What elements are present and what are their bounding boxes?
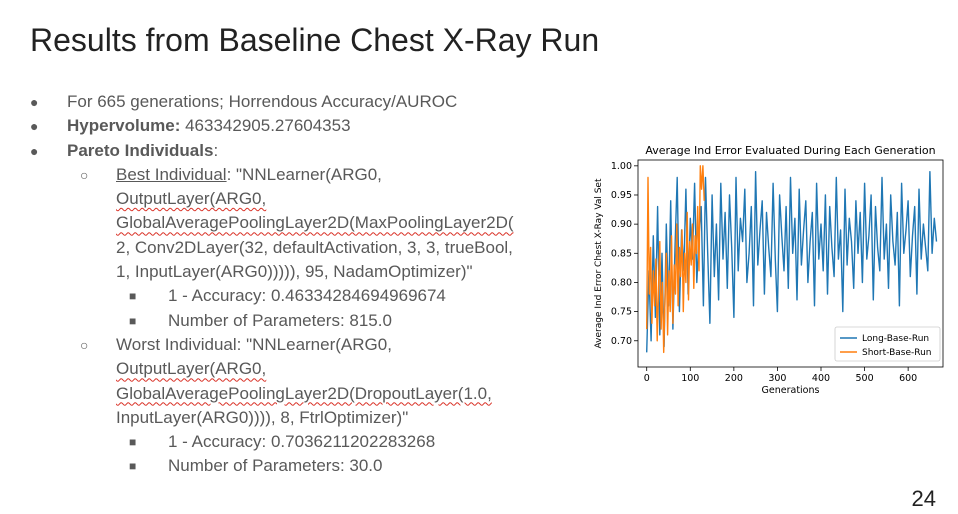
worst-accuracy-item: ■ 1 - Accuracy: 0.7036211202283268 <box>0 430 580 454</box>
series-line-0 <box>646 171 938 353</box>
y-tick-label: 0.80 <box>611 277 632 288</box>
slide-title: Results from Baseline Chest X-Ray Run <box>30 22 600 58</box>
best-accuracy-item: ■ 1 - Accuracy: 0.46334284694969674 <box>0 284 580 308</box>
best-params: Number of Parameters: 815.0 <box>168 310 392 330</box>
y-tick-label: 0.70 <box>611 336 632 347</box>
bullet-circle-icon: ○ <box>80 166 89 183</box>
best-line-2: GlobalAveragePoolingLayer2D(MaxPoolingLa… <box>116 213 514 233</box>
x-tick-label: 200 <box>725 373 743 384</box>
series-line-1 <box>646 165 705 354</box>
best-line-0: : "NNLearner(ARG0, <box>226 164 382 184</box>
worst-line-3: InputLayer(ARG0)))), 8, FtrlOptimizer)" <box>116 407 409 427</box>
worst-individual-item: ○ Worst Individual: "NNLearner(ARG0, Out… <box>0 333 580 430</box>
y-tick-label: 0.75 <box>611 307 632 318</box>
bullet-pareto: ● Pareto Individuals: <box>0 139 580 163</box>
worst-line-1: OutputLayer(ARG0, <box>116 359 267 379</box>
best-individual-item: ○ Best Individual: "NNLearner(ARG0, Outp… <box>0 163 580 284</box>
bullet-dot-icon: ● <box>30 94 39 110</box>
bullet-square-icon: ■ <box>129 435 137 450</box>
bullet-generations: ● For 665 generations; Horrendous Accura… <box>0 90 580 114</box>
best-params-item: ■ Number of Parameters: 815.0 <box>0 309 580 333</box>
legend-box <box>834 326 941 362</box>
page-number: 24 <box>911 486 936 511</box>
x-tick-label: 600 <box>899 373 917 384</box>
plot-frame <box>637 159 944 368</box>
hypervolume-value: 463342905.27604353 <box>180 116 351 136</box>
generations-text: For 665 generations; Horrendous Accuracy… <box>67 92 458 111</box>
bullet-square-icon: ■ <box>129 289 137 304</box>
bullet-square-icon: ■ <box>129 459 137 474</box>
worst-params: Number of Parameters: 30.0 <box>168 456 383 476</box>
best-line-3: 2, Conv2DLayer(32, defaultActivation, 3,… <box>116 237 513 257</box>
y-tick-label: 0.90 <box>611 219 632 230</box>
best-line-4: 1, InputLayer(ARG0))))), 95, NadamOptimi… <box>116 262 473 282</box>
hypervolume-label: Hypervolume: <box>67 116 181 136</box>
x-tick-label: 100 <box>681 373 699 384</box>
worst-accuracy: 1 - Accuracy: 0.7036211202283268 <box>168 432 436 452</box>
bullet-dot-icon: ● <box>30 142 39 159</box>
legend-label-0: Long-Base-Run <box>862 334 929 344</box>
error-line-chart: Average Ind Error Evaluated During Each … <box>594 144 944 396</box>
x-tick-label: 500 <box>856 373 874 384</box>
legend-label-1: Short-Base-Run <box>862 348 932 358</box>
x-tick-label: 0 <box>644 373 650 384</box>
x-axis-label: Generations <box>762 385 820 396</box>
y-tick-label: 1.00 <box>611 161 632 172</box>
y-axis-label: Average Ind Error Chest X-Ray Val Set <box>594 178 604 348</box>
bullet-circle-icon: ○ <box>80 336 89 353</box>
best-individual-label: Best Individual <box>116 164 227 184</box>
worst-params-item: ■ Number of Parameters: 30.0 <box>0 454 580 478</box>
x-tick-label: 400 <box>812 373 830 384</box>
best-line-1: OutputLayer(ARG0, <box>116 189 267 209</box>
bullet-square-icon: ■ <box>129 313 137 328</box>
y-tick-label: 0.95 <box>611 190 632 201</box>
y-tick-label: 0.85 <box>611 248 632 259</box>
pareto-colon: : <box>213 140 219 160</box>
x-tick-label: 300 <box>768 373 786 384</box>
best-accuracy: 1 - Accuracy: 0.46334284694969674 <box>168 286 446 306</box>
slide-content: ● For 665 generations; Horrendous Accura… <box>0 90 580 479</box>
pareto-label: Pareto Individuals <box>67 140 214 160</box>
bullet-dot-icon: ● <box>30 118 39 135</box>
worst-line-0: Worst Individual: "NNLearner(ARG0, <box>116 334 392 354</box>
worst-line-2: GlobalAveragePoolingLayer2D(DropoutLayer… <box>116 383 492 403</box>
chart-title: Average Ind Error Evaluated During Each … <box>645 144 935 157</box>
bullet-hypervolume: ● Hypervolume: 463342905.27604353 <box>0 114 580 138</box>
